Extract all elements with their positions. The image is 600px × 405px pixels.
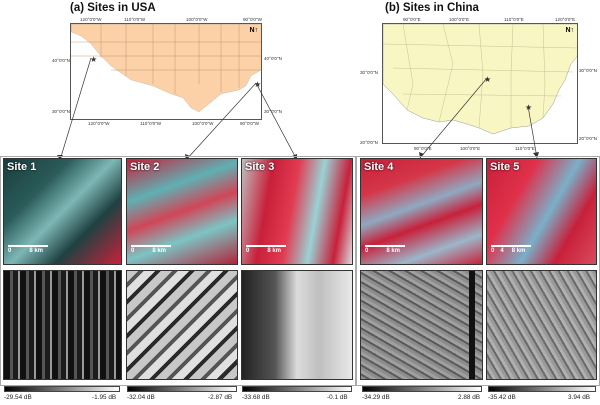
china-right-coord: 30°0'0"N (579, 68, 597, 73)
usa-left-coord: 30°0'0"N (52, 109, 70, 114)
usa-right-coord: 40°0'0"N (264, 56, 282, 61)
china-bottom-coord: 100°0'0"E (460, 146, 481, 151)
colorbar-min-label: -33.68 dB (242, 394, 270, 401)
site2-3-star-icon: ★ (254, 80, 262, 89)
usa-bottom-coord: 90°0'0"W (240, 121, 259, 126)
site3-sar-image (241, 270, 353, 380)
site1-colorbar (4, 386, 120, 392)
colorbar-min-label: -35.42 dB (488, 394, 516, 401)
usa-top-coord: 120°0'0"W (80, 17, 102, 22)
site-label: Site 5 (490, 161, 520, 173)
river-feature (469, 271, 475, 379)
site3-colorbar (242, 386, 352, 392)
china-left-coord: 20°0'0"N (360, 140, 378, 145)
usa-bottom-coord: 120°0'0"W (88, 121, 110, 126)
site4-colorbar (362, 386, 482, 392)
site1-star-icon: ★ (90, 55, 98, 64)
site4-sar-image (360, 270, 483, 380)
colorbar-max-label: 3.94 dB (568, 394, 591, 401)
china-panel-title: (b) Sites in China (385, 2, 479, 14)
colorbar-min-label: -29.54 dB (4, 394, 32, 401)
usa-map: ★ ★ N↑ (70, 23, 262, 120)
china-top-coord: 100°0'0"E (449, 17, 470, 22)
usa-panel-title: (a) Sites in USA (70, 2, 156, 14)
usa-sites-frame (0, 156, 356, 386)
site-label: Site 1 (7, 161, 37, 173)
site-label: Site 2 (130, 161, 160, 173)
site2-colorbar (127, 386, 237, 392)
colorbar-max-label: -0.1 dB (327, 394, 348, 401)
usa-bottom-coord: 100°0'0"W (192, 121, 214, 126)
usa-top-coord: 90°0'0"W (243, 17, 262, 22)
site2-sar-image (126, 270, 238, 380)
north-arrow-icon: N↑ (565, 27, 574, 34)
usa-left-coord: 40°0'0"N (52, 58, 70, 63)
north-arrow-icon: N↑ (249, 27, 258, 34)
site-label: Site 4 (364, 161, 394, 173)
china-bottom-coord: 110°0'0"E (515, 146, 535, 151)
china-right-coord: 20°0'0"N (579, 136, 597, 141)
usa-bottom-coord: 110°0'0"W (140, 121, 162, 126)
site5-colorbar (488, 386, 596, 392)
site4-star-icon: ★ (484, 75, 492, 84)
site1-sar-image (3, 270, 122, 380)
usa-top-coord: 100°0'0"W (186, 17, 208, 22)
usa-top-coord: 110°0'0"W (124, 17, 146, 22)
colorbar-max-label: -1.95 dB (92, 394, 117, 401)
china-top-coord: 110°0'0"E (504, 17, 524, 22)
site-label: Site 3 (245, 161, 275, 173)
china-map: ★ ★ N↑ (382, 23, 578, 144)
china-top-coord: 120°0'0"E (555, 17, 576, 22)
usa-state-boundaries (71, 24, 261, 119)
china-top-coord: 90°0'0"E (403, 17, 421, 22)
china-bottom-coord: 90°0'0"E (414, 146, 432, 151)
china-province-boundaries (383, 24, 577, 135)
site5-sar-image (486, 270, 597, 380)
colorbar-min-label: -32.04 dB (127, 394, 155, 401)
colorbar-min-label: -34.29 dB (362, 394, 390, 401)
colorbar-max-label: -2.87 dB (208, 394, 233, 401)
colorbar-max-label: 2.88 dB (458, 394, 481, 401)
china-left-coord: 30°0'0"N (360, 70, 378, 75)
usa-right-coord: 30°0'0"N (264, 109, 282, 114)
